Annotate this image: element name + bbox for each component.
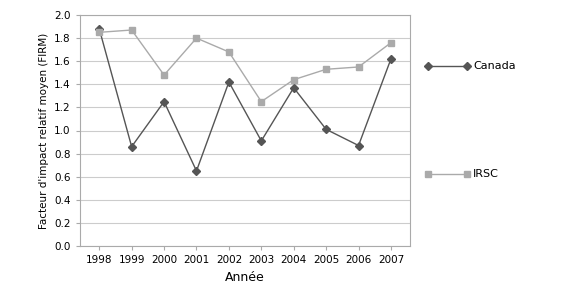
Text: IRSC: IRSC bbox=[473, 169, 499, 179]
Text: Canada: Canada bbox=[473, 61, 516, 71]
Canada bbox=[226, 80, 233, 84]
Canada bbox=[323, 128, 329, 131]
IRSC bbox=[355, 65, 362, 69]
Canada bbox=[193, 169, 200, 173]
Canada bbox=[388, 57, 394, 61]
Y-axis label: Facteur d'impact relatif moyen (FIRM): Facteur d'impact relatif moyen (FIRM) bbox=[39, 32, 48, 229]
Canada bbox=[96, 27, 103, 31]
IRSC bbox=[290, 78, 297, 82]
Canada bbox=[290, 86, 297, 90]
IRSC bbox=[323, 68, 329, 71]
Canada bbox=[258, 139, 264, 143]
IRSC bbox=[128, 28, 135, 32]
IRSC bbox=[193, 36, 200, 40]
IRSC bbox=[161, 73, 168, 77]
Canada bbox=[161, 100, 168, 103]
IRSC bbox=[226, 50, 233, 54]
IRSC bbox=[388, 41, 394, 44]
Line: Canada: Canada bbox=[96, 26, 394, 174]
IRSC bbox=[96, 31, 103, 34]
IRSC bbox=[258, 100, 264, 103]
Canada bbox=[128, 145, 135, 148]
Canada bbox=[355, 144, 362, 147]
X-axis label: Année: Année bbox=[225, 271, 265, 284]
Line: IRSC: IRSC bbox=[96, 27, 394, 105]
